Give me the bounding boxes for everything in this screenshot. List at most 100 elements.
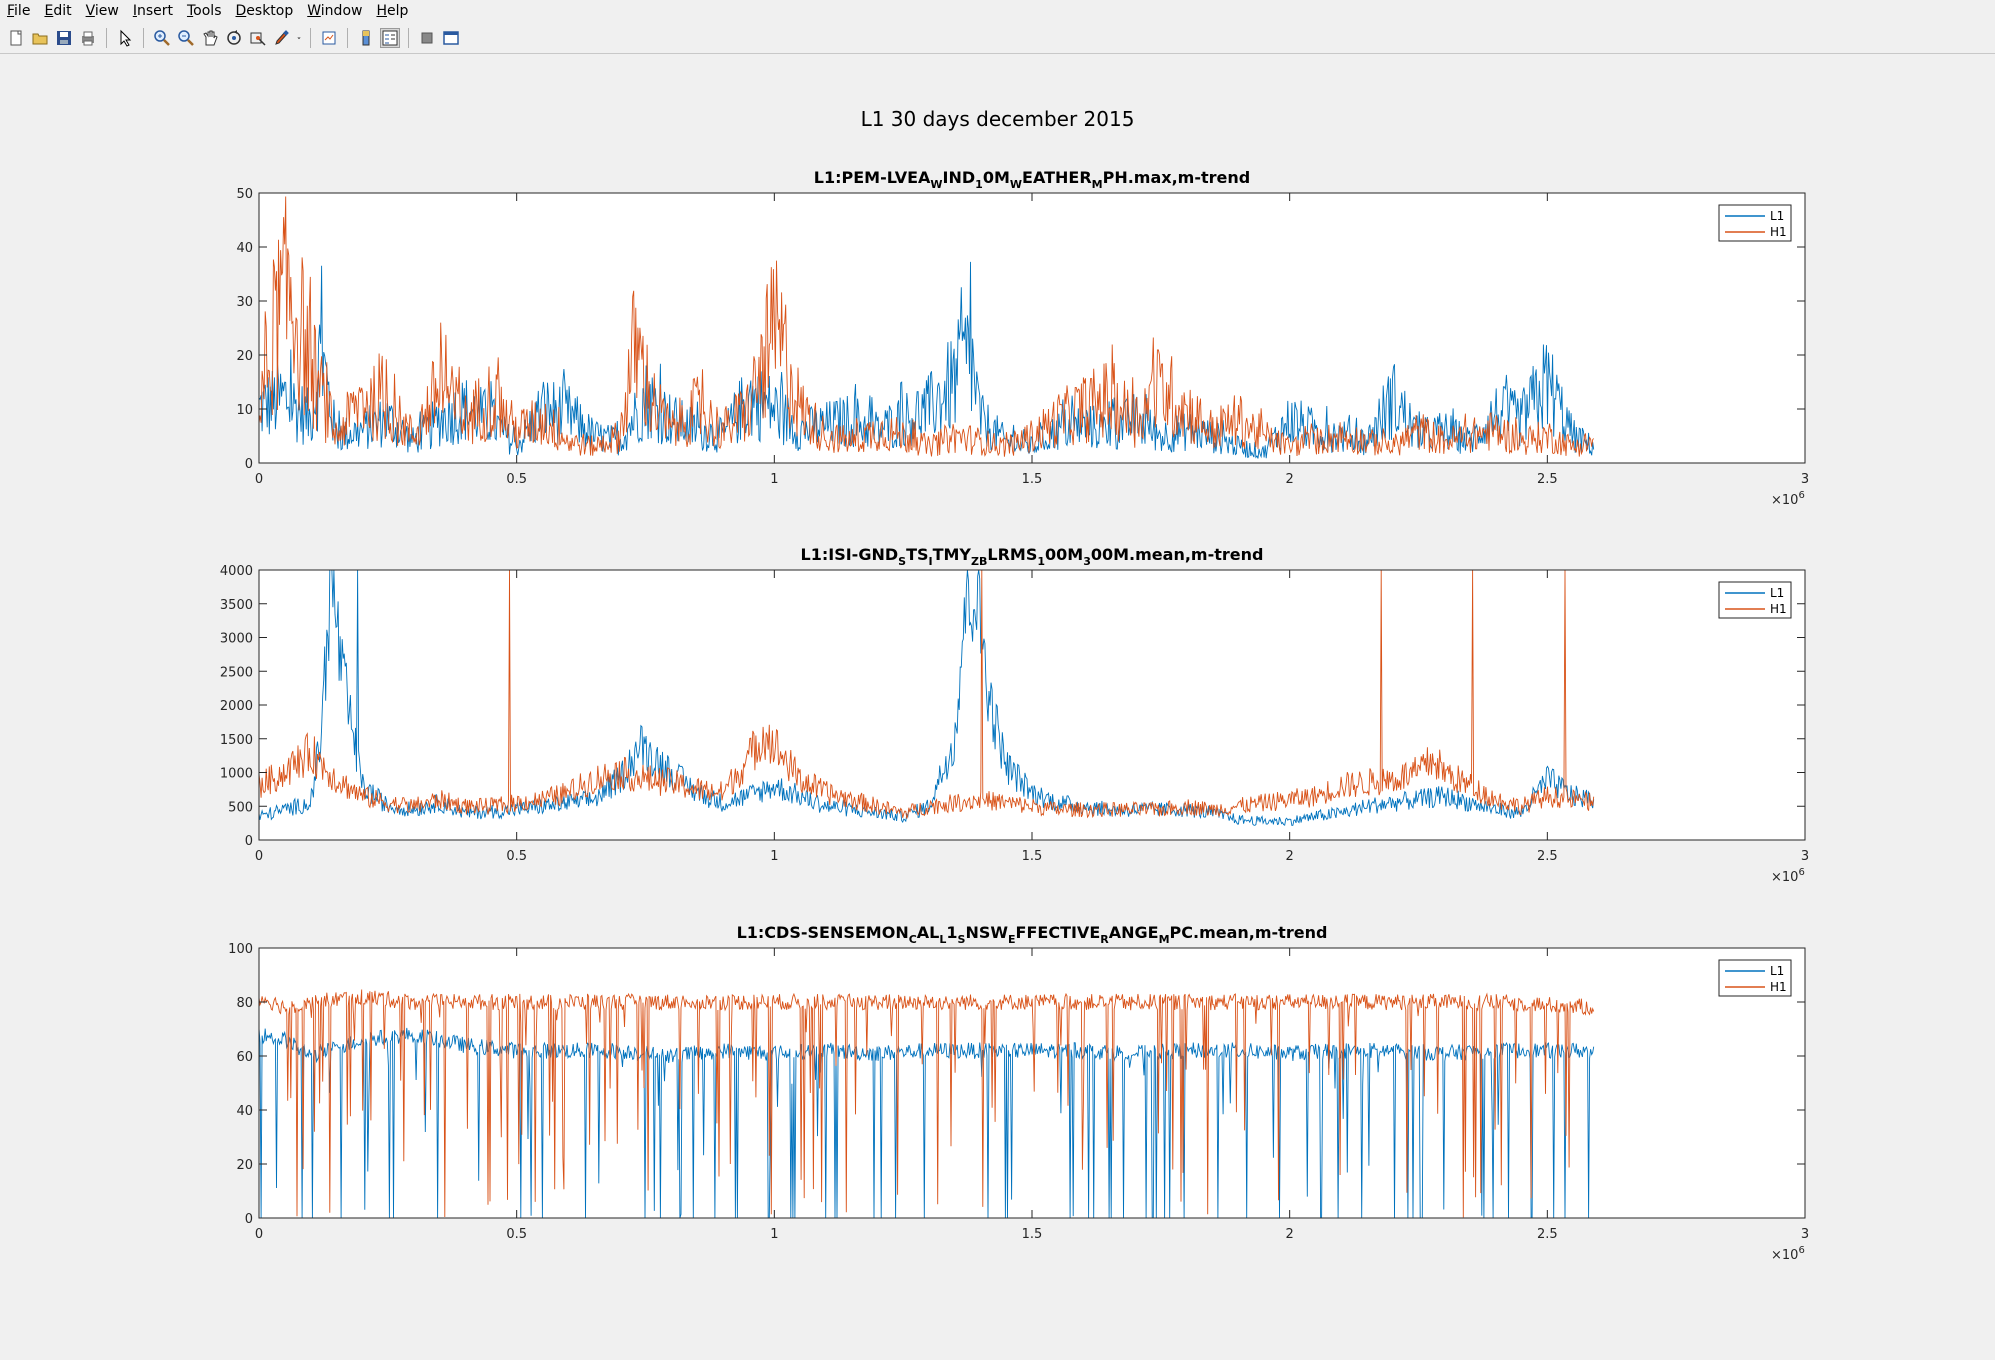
zoom-out-icon[interactable] [176,28,196,48]
menu-desktop[interactable]: Desktop [235,3,294,19]
brush-dropdown-icon[interactable] [294,28,304,48]
insert-colorbar-icon[interactable] [356,28,376,48]
new-figure-icon[interactable] [6,28,26,48]
data-layer [259,570,1595,827]
menu-help[interactable]: Help [376,3,409,19]
menu-view[interactable]: View [85,3,119,19]
x-tick-label: 0 [255,1227,263,1242]
y-tick-label: 1000 [220,767,253,782]
toolbar-separator [347,27,348,48]
legend-label-l1: L1 [1770,964,1784,978]
x-tick-label: 1.5 [1022,1227,1043,1242]
y-tick-label: 80 [236,996,253,1011]
series-line-h1 [259,196,1595,457]
x-tick-label: 2 [1286,1227,1294,1242]
x-tick-label: 3 [1801,1227,1809,1242]
legend-box [1718,581,1792,619]
x-tick-label: 0 [255,472,263,487]
link-plot-icon[interactable] [319,28,339,48]
axes-2: 0 0.5 1 1.5 2 2.5 3 ×106 0 500 1000 1500 2000 2500 300… [220,545,1809,885]
x-tick-label: 1.5 [1022,849,1043,864]
y-tick-label: 0 [245,457,253,472]
brush-icon[interactable] [272,28,292,48]
pan-hand-icon[interactable] [200,28,220,48]
menu-insert[interactable]: Insert [132,3,173,19]
x-tick-label: 1 [770,472,778,487]
save-icon[interactable] [54,28,74,48]
show-plot-tools-icon[interactable] [441,28,461,48]
data-layer [259,989,1595,1218]
toolbar-separator [408,27,409,48]
series-line-l1 [259,570,1595,827]
y-tick-label: 20 [236,1158,253,1173]
series-line-l1 [259,261,1595,459]
legend-label-l1: L1 [1770,586,1784,600]
legend-label-h1: H1 [1770,602,1787,616]
y-tick-label: 40 [236,241,253,256]
legend-label-l1: L1 [1770,209,1784,223]
menu-edit[interactable]: Edit [44,3,72,19]
insert-legend-icon[interactable] [380,27,400,48]
x-tick-label: 2.5 [1537,849,1558,864]
data-cursor-icon[interactable] [248,28,268,48]
x-tick-label: 2.5 [1537,1227,1558,1242]
legend-box [1718,959,1792,997]
figure-title: L1 30 days december 2015 [860,107,1135,131]
axes-1: 0 0.5 1 1.5 2 2.5 3 ×106 0 10 20 30 40 50 L1:PEM-LVEAW… [236,168,1809,508]
series-line-h1 [259,570,1595,819]
x-tick-label: 0 [255,849,263,864]
menu-file[interactable]: File [7,3,31,19]
x-exponent-label: ×106 [1771,867,1805,885]
y-tick-label: 500 [228,800,253,815]
y-tick-label: 20 [236,349,253,364]
y-tick-label: 0 [245,1212,253,1227]
x-tick-label: 1 [770,849,778,864]
toolbar-separator [143,27,144,48]
y-tick-label: 30 [236,295,253,310]
y-tick-label: 3000 [220,632,253,647]
y-tick-label: 10 [236,403,253,418]
y-tick-label: 3500 [220,598,253,613]
legend-label-h1: H1 [1770,225,1787,239]
x-tick-label: 2.5 [1537,472,1558,487]
rotate-3d-icon[interactable] [224,28,244,48]
edit-plot-arrow-icon[interactable] [115,28,135,48]
hide-plot-tools-icon[interactable] [417,28,437,48]
y-tick-label: 1500 [220,733,253,748]
x-tick-label: 0.5 [506,1227,527,1242]
x-exponent-label: ×106 [1771,490,1805,508]
open-file-icon[interactable] [30,28,50,48]
x-tick-label: 3 [1801,849,1809,864]
y-tick-label: 2500 [220,665,253,680]
zoom-in-icon[interactable] [152,28,172,48]
toolbar-separator [106,27,107,48]
series-line-h1 [259,989,1595,1218]
menu-bar: File Edit View Insert Tools Desktop Window Help [0,0,1995,22]
x-tick-label: 2 [1286,472,1294,487]
x-tick-label: 0.5 [506,849,527,864]
y-tick-label: 2000 [220,699,253,714]
y-tick-label: 4000 [220,564,253,579]
y-tick-label: 40 [236,1104,253,1119]
y-tick-label: 60 [236,1050,253,1065]
axes-title: L1:CDS-SENSEMONCALL1SNSWEFFECTIVERANGEMP… [737,923,1328,946]
legend-label-h1: H1 [1770,980,1787,994]
axes-title: L1:ISI-GNDSTSITMYZBLRMS100M300M.mean,m-t… [801,545,1264,568]
y-tick-label: 0 [245,834,253,849]
data-layer [259,196,1595,459]
axes-title: L1:PEM-LVEAWIND10MWEATHERMPH.max,m-trend [814,168,1250,191]
menu-tools[interactable]: Tools [186,3,222,19]
y-tick-label: 100 [228,942,253,957]
x-tick-label: 2 [1286,849,1294,864]
x-tick-label: 0.5 [506,472,527,487]
print-icon[interactable] [78,28,98,48]
x-tick-label: 3 [1801,472,1809,487]
plot-area [259,570,1805,840]
x-tick-label: 1.5 [1022,472,1043,487]
toolbar [0,22,1995,54]
x-tick-label: 1 [770,1227,778,1242]
menu-window[interactable]: Window [307,3,363,19]
